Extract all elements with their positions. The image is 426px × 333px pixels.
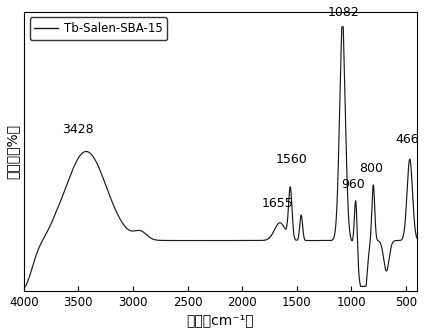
Legend: Tb-Salen-SBA-15: Tb-Salen-SBA-15 <box>30 17 167 40</box>
Text: 466: 466 <box>395 134 419 147</box>
Text: 3428: 3428 <box>62 123 93 136</box>
X-axis label: 波数（cm⁻¹）: 波数（cm⁻¹） <box>187 313 254 327</box>
Text: 1655: 1655 <box>262 197 294 210</box>
Text: 960: 960 <box>342 178 366 191</box>
Y-axis label: 吸光度（%）: 吸光度（%） <box>6 124 20 179</box>
Text: 1082: 1082 <box>328 6 360 19</box>
Text: 1560: 1560 <box>276 154 308 166</box>
Text: 800: 800 <box>359 162 383 175</box>
